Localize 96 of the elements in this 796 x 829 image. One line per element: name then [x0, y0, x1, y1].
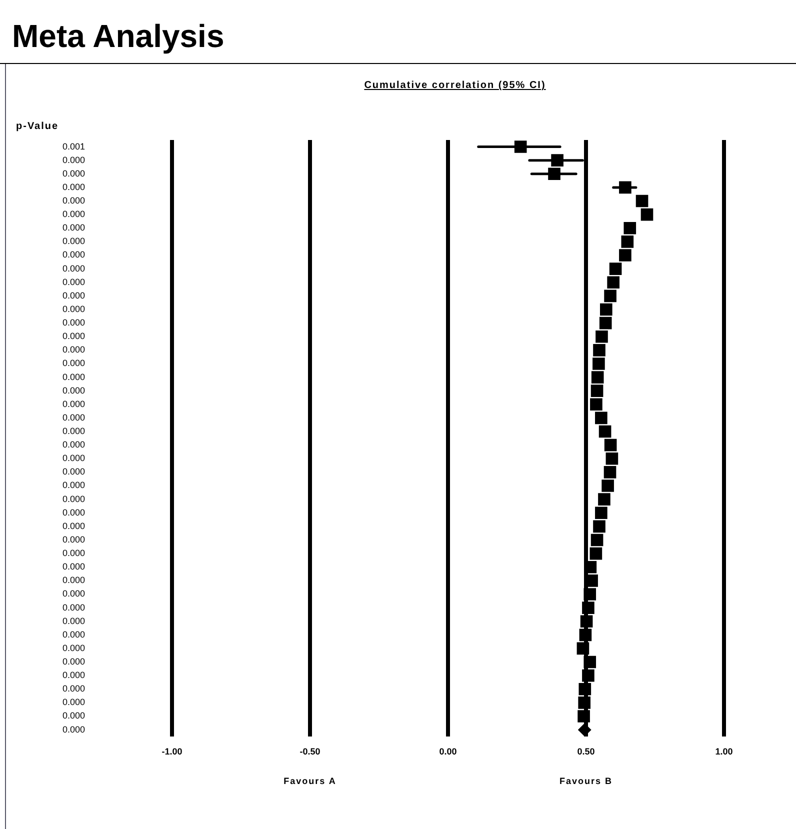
point: [579, 628, 592, 642]
text: Favours A: [284, 776, 336, 786]
point: [595, 412, 608, 424]
point: [548, 168, 560, 180]
point: [584, 656, 596, 668]
y-tick-label: 0.000: [62, 222, 85, 233]
y-tick-label: 0.000: [62, 480, 85, 490]
y-tick-label: 0.000: [62, 670, 85, 680]
point: [619, 249, 632, 262]
y-tick-label: 0.000: [62, 520, 85, 531]
y-tick-label: 0.000: [62, 656, 85, 667]
y-tick-label: 0.000: [62, 398, 85, 409]
point: [590, 534, 604, 546]
y-tick-label: 0.000: [62, 494, 85, 504]
point: [604, 438, 617, 452]
y-tick-label: 0.000: [62, 182, 85, 192]
point: [514, 140, 527, 153]
point: [607, 276, 620, 289]
point: [596, 330, 608, 343]
point: [582, 669, 594, 682]
point: [578, 696, 590, 709]
x-tick-label: -0.50: [300, 746, 320, 756]
y-tick-label: 0.000: [62, 236, 85, 246]
point: [604, 466, 616, 478]
y-tick-label: 0.000: [62, 250, 85, 260]
point: [595, 506, 608, 520]
y-tick-label: 0.000: [62, 276, 85, 287]
y-tick-label: 0.000: [62, 602, 85, 612]
y-tick-label: 0.000: [62, 724, 85, 734]
y-tick-label: 0.000: [62, 372, 85, 382]
point: [636, 194, 648, 208]
point: [582, 602, 594, 614]
point: [576, 642, 590, 655]
y-tick-label: 0.000: [62, 196, 85, 206]
text: Favours B: [559, 776, 613, 786]
y-tick-label: 0.000: [62, 344, 85, 355]
y-tick-label: 0.000: [62, 304, 85, 314]
point: [602, 480, 614, 492]
y-tick-label: 0.000: [62, 466, 85, 477]
point: [593, 344, 606, 356]
point: [590, 398, 602, 411]
x-tick-label: -1.00: [162, 746, 182, 756]
chart-subtitle: Cumulative correlation (95% CI): [364, 80, 546, 91]
y-tick-label: 0.000: [62, 616, 85, 626]
y-tick-label: 0.000: [62, 710, 85, 721]
y-tick-label: 0.000: [62, 507, 85, 518]
y-tick-label: 0.000: [62, 562, 85, 572]
y-axis-title: p-Value: [16, 121, 59, 132]
y-tick-label: 0.000: [62, 209, 85, 220]
point: [591, 371, 604, 384]
point: [551, 154, 564, 166]
point: [609, 262, 622, 275]
y-tick-label: 0.000: [62, 440, 85, 450]
y-tick-label: 0.000: [62, 331, 85, 342]
point: [593, 520, 606, 533]
y-tick-label: 0.000: [62, 385, 85, 396]
x-tick-label: 0.00: [439, 746, 457, 756]
y-tick-label: 0.000: [62, 290, 85, 300]
point: [592, 358, 605, 370]
y-tick-label: 0.000: [62, 168, 85, 178]
y-tick-label: 0.001: [62, 141, 85, 152]
point: [598, 493, 610, 506]
x-tick-label: 1.00: [715, 746, 733, 756]
point: [578, 682, 592, 696]
y-tick-label: 0.000: [62, 263, 85, 274]
point: [624, 222, 636, 234]
point: [590, 384, 604, 397]
y-tick-label: 0.000: [62, 684, 85, 694]
point: [619, 181, 632, 194]
point: [584, 588, 596, 600]
y-tick-label: 0.000: [62, 154, 85, 165]
y-tick-label: 0.000: [62, 588, 85, 599]
point: [590, 547, 602, 560]
chart-title: Meta Analysis: [12, 18, 224, 55]
point: [580, 615, 593, 628]
point: [621, 236, 634, 248]
x-tick-label: 0.50: [577, 746, 595, 756]
point: [604, 290, 616, 302]
y-tick-label: 0.000: [62, 629, 85, 640]
point: [598, 425, 612, 438]
point: [600, 303, 612, 316]
point: [578, 723, 592, 736]
y-tick-label: 0.000: [62, 575, 85, 586]
y-tick-label: 0.000: [62, 697, 85, 708]
y-tick-label: 0.000: [62, 358, 85, 368]
point: [640, 208, 654, 221]
point: [578, 710, 590, 722]
point: [606, 452, 618, 465]
point: [599, 316, 612, 330]
y-tick-label: 0.000: [62, 412, 85, 422]
y-tick-label: 0.000: [62, 453, 85, 464]
y-tick-label: 0.000: [62, 642, 85, 653]
y-tick-label: 0.000: [62, 426, 85, 436]
y-tick-label: 0.000: [62, 548, 85, 558]
y-tick-label: 0.000: [62, 534, 85, 544]
y-tick-label: 0.000: [62, 318, 85, 328]
